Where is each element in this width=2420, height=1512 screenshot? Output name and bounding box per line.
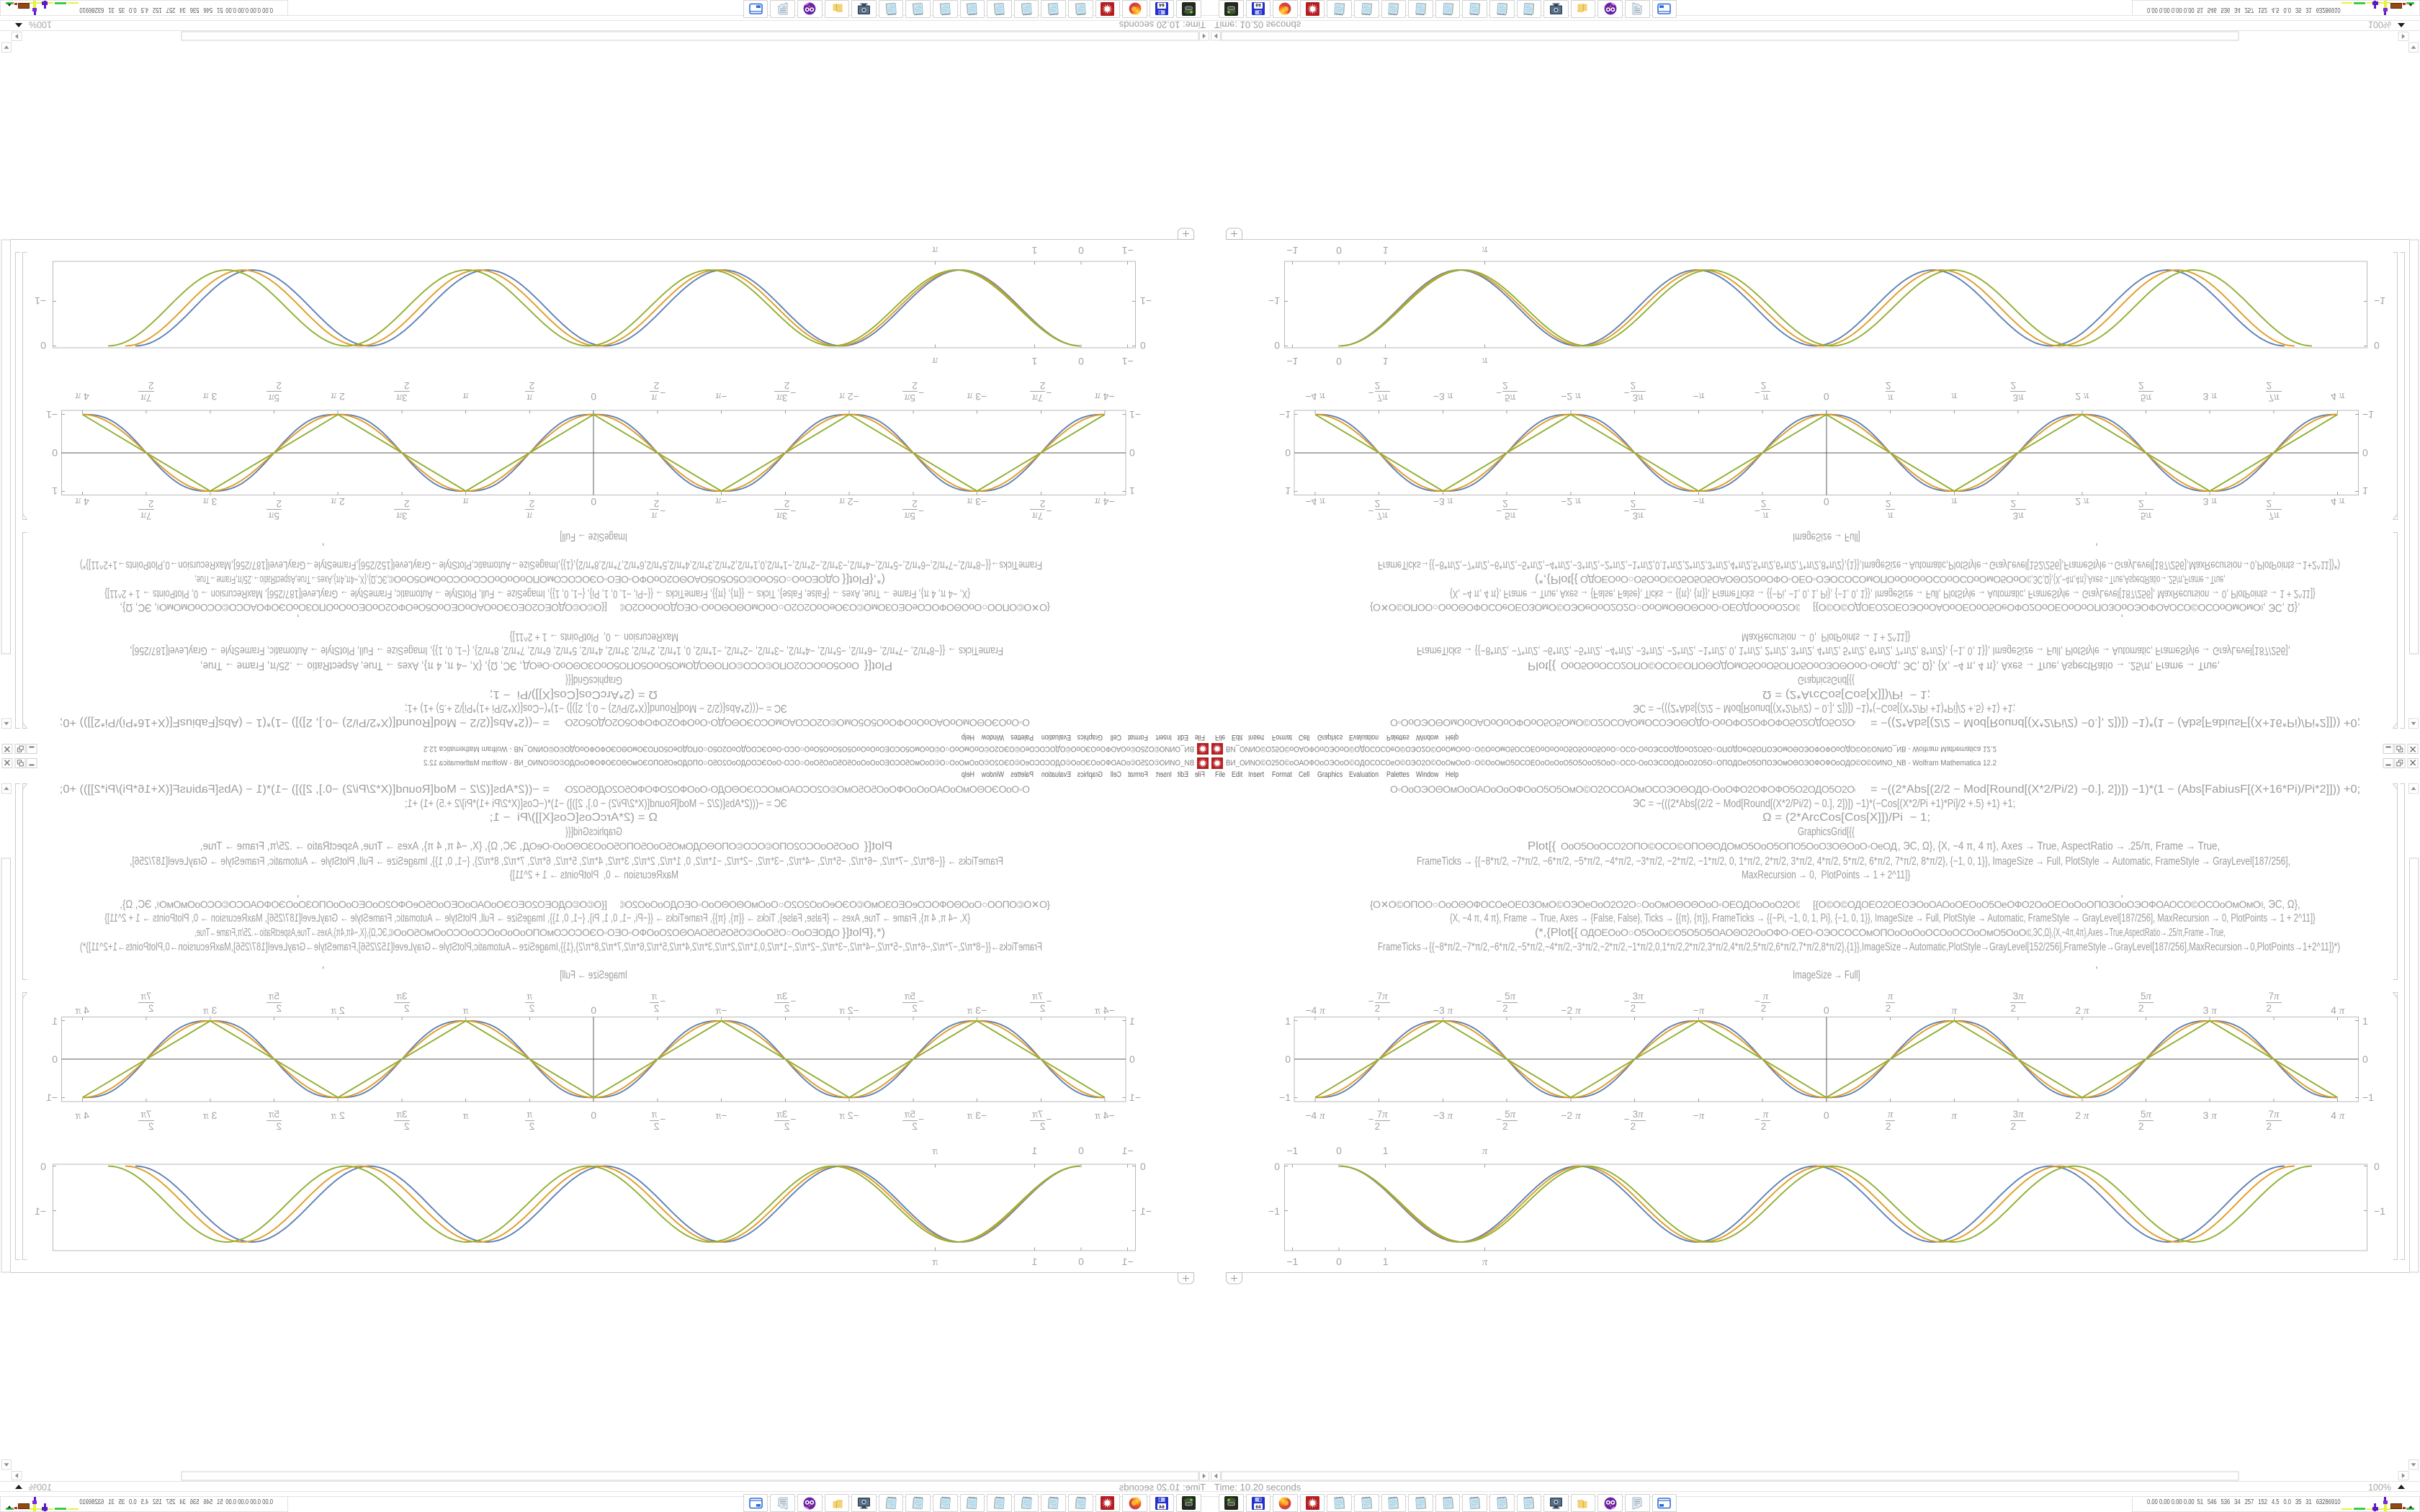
- svg-text:64: 64: [1159, 1505, 1165, 1510]
- svg-text:64: 64: [1159, 3, 1165, 8]
- svg-text:64: 64: [1255, 3, 1261, 8]
- svg-text:64: 64: [1255, 1505, 1261, 1510]
